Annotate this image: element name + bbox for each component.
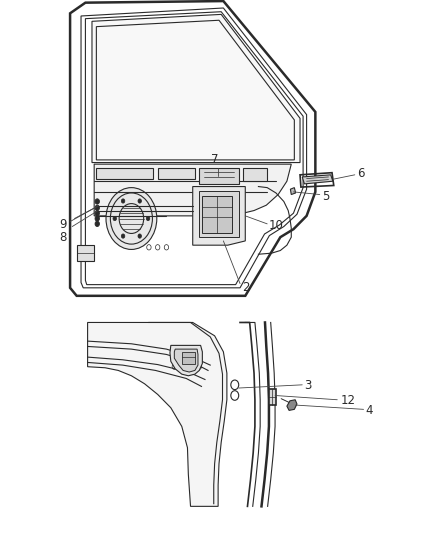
Polygon shape <box>199 168 239 184</box>
Circle shape <box>95 221 99 227</box>
Text: 8: 8 <box>59 231 67 244</box>
Polygon shape <box>269 389 276 405</box>
Text: 12: 12 <box>341 394 356 407</box>
Text: 2: 2 <box>242 281 249 294</box>
Text: 4: 4 <box>366 404 373 417</box>
Polygon shape <box>182 352 195 364</box>
Polygon shape <box>170 345 202 376</box>
Polygon shape <box>302 175 333 184</box>
Polygon shape <box>202 196 232 233</box>
Polygon shape <box>77 245 94 261</box>
Polygon shape <box>158 168 195 179</box>
Polygon shape <box>96 168 153 179</box>
Text: 9: 9 <box>59 219 67 231</box>
Circle shape <box>95 199 99 204</box>
Polygon shape <box>290 188 296 195</box>
Polygon shape <box>94 164 291 216</box>
Polygon shape <box>174 349 198 372</box>
Circle shape <box>121 199 125 203</box>
Text: 7: 7 <box>211 154 219 166</box>
Circle shape <box>95 216 99 221</box>
Text: 10: 10 <box>268 219 283 232</box>
Text: 3: 3 <box>304 379 312 392</box>
Circle shape <box>95 205 99 211</box>
Polygon shape <box>287 400 297 410</box>
Polygon shape <box>88 322 227 506</box>
Circle shape <box>113 216 117 221</box>
Circle shape <box>146 216 150 221</box>
Text: 6: 6 <box>357 167 364 180</box>
Polygon shape <box>199 191 239 237</box>
Circle shape <box>121 234 125 238</box>
Text: 5: 5 <box>322 190 329 203</box>
Circle shape <box>106 188 157 249</box>
Circle shape <box>138 234 141 238</box>
Circle shape <box>95 211 99 216</box>
Polygon shape <box>70 1 315 296</box>
Polygon shape <box>243 168 267 181</box>
Circle shape <box>138 199 141 203</box>
Polygon shape <box>92 14 300 163</box>
Polygon shape <box>193 187 245 245</box>
